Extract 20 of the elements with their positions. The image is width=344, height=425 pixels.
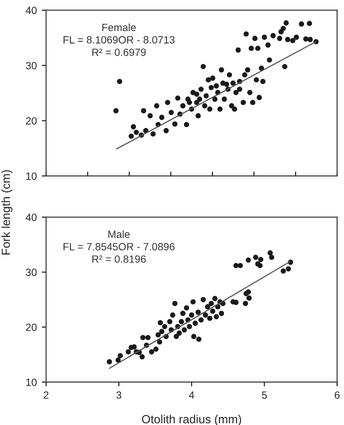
x-tick-label: 2	[44, 391, 48, 399]
annotation: R² = 0.6979	[92, 48, 146, 56]
x-tick-label: 4	[188, 391, 194, 399]
y-tick-label: 30	[26, 62, 37, 70]
annotation: R² = 0.8196	[92, 255, 146, 263]
y-tick-label: 10	[26, 378, 37, 386]
y-tick-label: 20	[26, 324, 37, 331]
x-tick-label: 3	[116, 391, 122, 399]
y-tick-label: 10	[26, 172, 37, 180]
annotation: FL = 7.8545OR - 7.0896	[64, 243, 175, 250]
annotation: Female	[102, 23, 136, 32]
annotation: FL = 8.1069OR - 8.0713	[64, 36, 175, 44]
y-tick-label: 40	[26, 214, 37, 222]
y-axis-title: Fork length (cm)	[1, 170, 12, 254]
x-tick-label: 5	[262, 391, 267, 399]
y-tick-label: 20	[26, 117, 37, 125]
y-tick-label: 40	[26, 6, 37, 14]
annotation: Male	[108, 230, 130, 238]
y-tick-label: 30	[26, 268, 37, 276]
x-tick-label: 6	[334, 391, 340, 399]
